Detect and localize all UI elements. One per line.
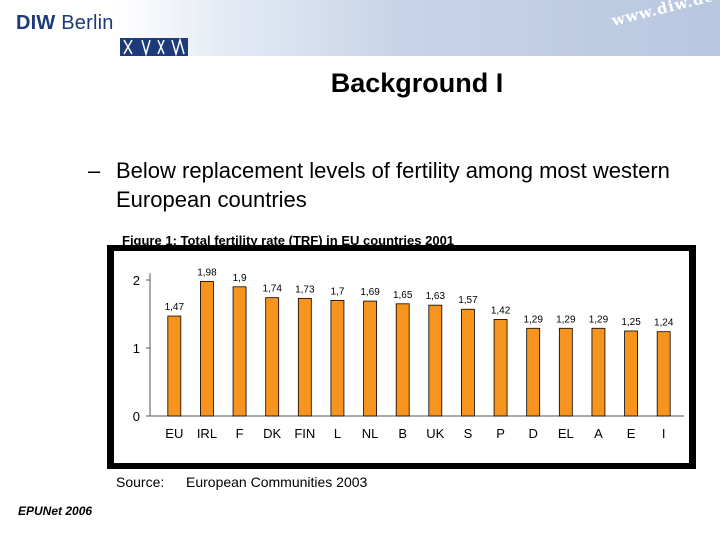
bar-b xyxy=(395,303,410,417)
y-tick-label: 1 xyxy=(133,341,140,356)
x-tick-label: FIN xyxy=(294,426,315,441)
source-text: European Communities 2003 xyxy=(186,474,368,490)
x-tick-label: E xyxy=(627,426,636,441)
bar-a xyxy=(591,327,606,417)
x-tick-label: L xyxy=(334,426,341,441)
chart-frame: 0 1 2 1,47 EU 1,98 IRL 1,9 F 1,74 DK 1,73 FIN 1,7 L 1,6… xyxy=(107,245,696,469)
footer-label: EPUNet 2006 xyxy=(18,504,93,518)
data-label: 1,63 xyxy=(426,291,446,302)
bar-uk xyxy=(428,304,443,417)
data-label: 1,73 xyxy=(295,284,315,295)
x-tick-label: A xyxy=(594,426,603,441)
bar-f xyxy=(232,286,247,417)
y-tick-label: 2 xyxy=(133,273,140,288)
x-tick-label: EL xyxy=(558,426,574,441)
data-label: 1,29 xyxy=(523,314,543,325)
bullet-text: Below replacement levels of fertility am… xyxy=(116,158,670,212)
bar-l xyxy=(330,300,345,417)
figure-caption: Figure 1: Total fertility rate (TRF) in … xyxy=(122,233,455,248)
fertility-bar-chart: 0 1 2 1,47 EU 1,98 IRL 1,9 F 1,74 DK 1,73 FIN 1,7 L 1,6… xyxy=(114,251,689,463)
logo-bold-text: DIW xyxy=(16,12,56,34)
data-label: 1,7 xyxy=(330,286,344,297)
bullet-dash: – xyxy=(88,158,101,183)
data-label: 1,98 xyxy=(197,267,217,278)
data-label: 1,25 xyxy=(621,317,641,328)
x-tick-label: UK xyxy=(426,426,444,441)
logo-lines-icon xyxy=(123,37,185,57)
data-label: 1,29 xyxy=(589,314,609,325)
x-tick-label: S xyxy=(464,426,473,441)
x-tick-label: I xyxy=(662,426,666,441)
y-tick-label: 0 xyxy=(133,409,140,424)
x-tick-label: D xyxy=(528,426,537,441)
bar-el xyxy=(558,327,573,417)
x-tick-label: F xyxy=(236,426,244,441)
slide-title: Background I xyxy=(330,68,504,98)
bar-s xyxy=(461,308,475,417)
bar-e xyxy=(624,330,638,417)
x-tick-label: NL xyxy=(362,426,379,441)
bar-d xyxy=(526,327,541,417)
logo-rest-text: Berlin xyxy=(55,12,114,34)
data-label: 1,74 xyxy=(262,284,282,295)
data-label: 1,24 xyxy=(654,318,674,329)
bar-i xyxy=(656,331,671,417)
data-label: 1,47 xyxy=(165,302,185,313)
bar-dk xyxy=(265,297,280,417)
x-tick-label: EU xyxy=(165,426,183,441)
diw-logo: DIW Berlin xyxy=(16,12,114,35)
bar-fin xyxy=(297,297,312,417)
bar-eu xyxy=(167,315,182,417)
data-label: 1,69 xyxy=(360,287,380,298)
bar-irl xyxy=(200,280,214,417)
logo-strip-graphic xyxy=(120,37,188,57)
bar-nl xyxy=(363,300,377,417)
bar-p xyxy=(493,319,508,417)
x-tick-label: DK xyxy=(263,426,281,441)
x-tick-label: IRL xyxy=(197,426,217,441)
data-label: 1,42 xyxy=(491,305,511,316)
x-tick-label: P xyxy=(496,426,505,441)
source-note: Source: European Communities 2003 xyxy=(116,474,367,490)
data-label: 1,57 xyxy=(458,295,478,306)
data-label: 1,29 xyxy=(556,314,576,325)
data-label: 1,65 xyxy=(393,290,413,301)
source-label: Source: xyxy=(116,474,165,490)
x-tick-label: B xyxy=(398,426,407,441)
data-label: 1,9 xyxy=(233,273,247,284)
